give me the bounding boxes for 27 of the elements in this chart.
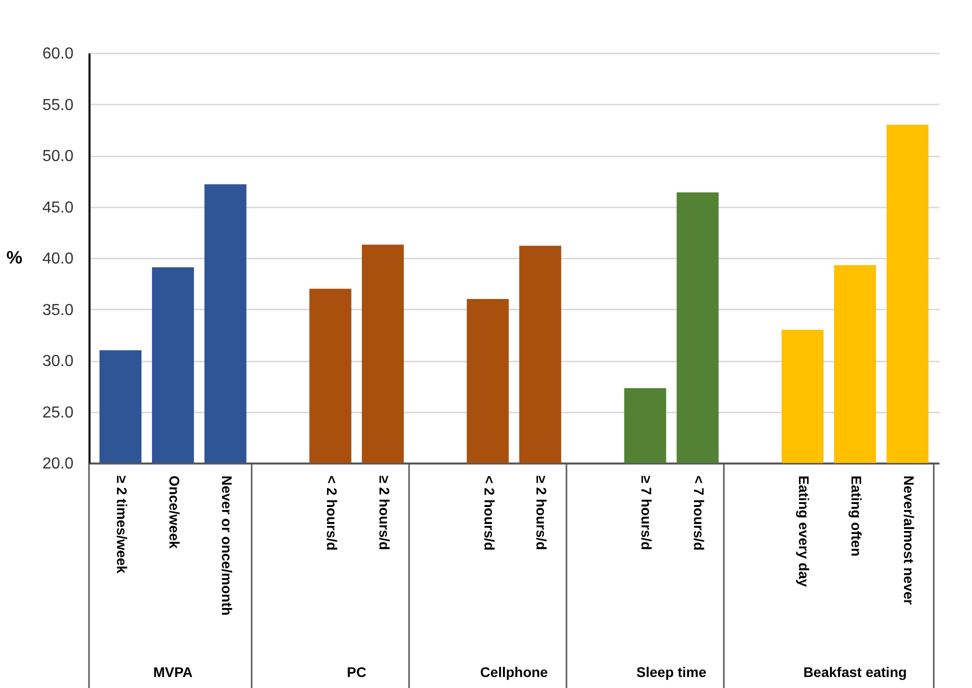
x-tick-label: < 7 hours/d bbox=[691, 476, 708, 551]
x-tick-label: Once/week bbox=[166, 476, 182, 549]
x-tick-label: ≥ 2 hours/d bbox=[376, 476, 392, 550]
y-tick-label: 45.0 bbox=[42, 199, 74, 216]
x-tick-label: Never/almost never bbox=[901, 476, 918, 606]
x-tick-label: < 2 hours/d bbox=[324, 476, 340, 551]
text: PC bbox=[346, 664, 366, 680]
x-tick-label: ≥ 7 hours/d bbox=[638, 476, 655, 550]
x-tick-label: ≥ 2 hours/d bbox=[534, 476, 550, 550]
y-tick-label: 35.0 bbox=[42, 302, 74, 319]
y-tick-label: 20.0 bbox=[42, 456, 74, 472]
x-tick-label: ≥ 2 times/week bbox=[114, 476, 130, 574]
y-tick-label: 50.0 bbox=[42, 148, 74, 165]
y-axis-title: % bbox=[6, 248, 22, 268]
y-tick-label: 55.0 bbox=[42, 96, 74, 114]
x-tick-label: Eating often bbox=[848, 476, 865, 556]
y-tick-label: 25.0 bbox=[42, 404, 74, 422]
x-tick-label: < 2 hours/d bbox=[481, 476, 498, 551]
y-tick-label: 40.0 bbox=[42, 250, 74, 268]
x-tick-label: Never or once/month bbox=[218, 476, 235, 616]
text: Sleep time bbox=[636, 664, 707, 680]
text: Beakfast eating bbox=[803, 664, 907, 680]
y-tick-label: 30.0 bbox=[42, 353, 74, 370]
text: MVPA bbox=[153, 664, 193, 680]
text: Cellphone bbox=[480, 664, 548, 680]
x-tick-label: Eating every day bbox=[796, 476, 812, 587]
y-tick-label: 60.0 bbox=[42, 46, 74, 62]
